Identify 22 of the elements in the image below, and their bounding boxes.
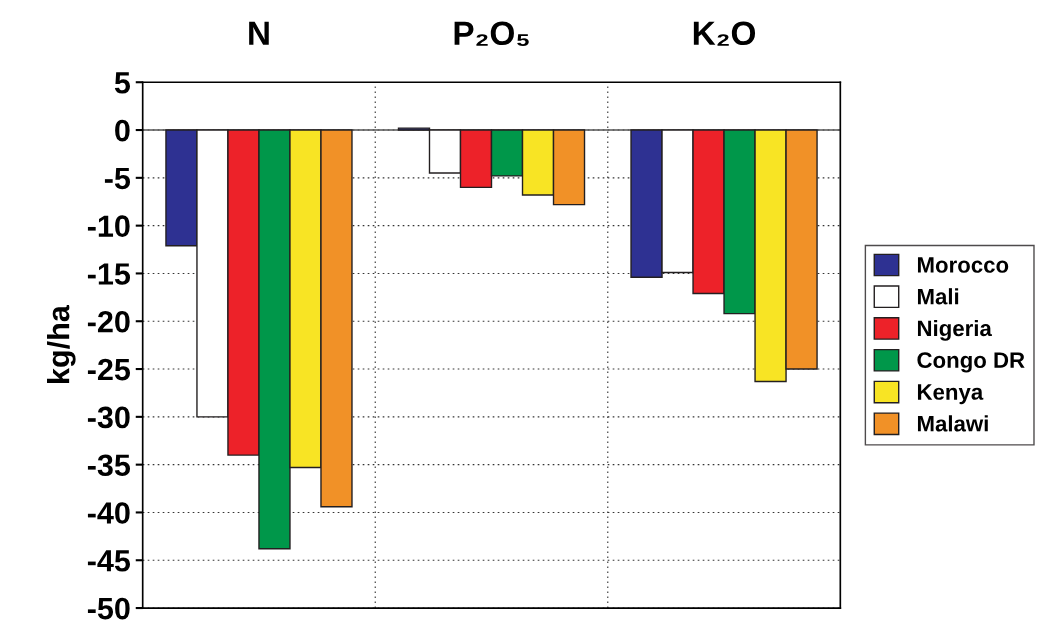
y-tick-label: -10: [87, 215, 130, 238]
legend-label: Mali: [917, 288, 959, 305]
x-tick-label: N: [249, 21, 269, 45]
y-tick-label: 0: [115, 119, 130, 142]
y-axis-title: kg/ha: [47, 305, 76, 383]
legend-label: Congo DR: [917, 352, 1025, 373]
x-tick-label: P₂O₅: [454, 21, 529, 46]
x-tick-label: K₂O: [693, 21, 756, 46]
y-tick-label: -15: [87, 263, 131, 285]
y-tick-label: -25: [87, 358, 131, 381]
legend-label: Malawi: [917, 415, 988, 432]
y-tick-label: -40: [87, 502, 130, 524]
y-tick-label: -35: [87, 454, 131, 477]
y-tick-label: 5: [114, 72, 131, 94]
y-tick-label: -20: [87, 310, 130, 333]
legend-label: Nigeria: [917, 319, 992, 341]
y-tick-label: -5: [104, 167, 131, 190]
y-tick-label: -50: [87, 597, 130, 620]
y-tick-label: -30: [87, 406, 130, 429]
legend-label: Morocco: [917, 257, 1009, 273]
legend-label: Kenya: [917, 384, 984, 405]
y-tick-label: -45: [87, 550, 131, 572]
